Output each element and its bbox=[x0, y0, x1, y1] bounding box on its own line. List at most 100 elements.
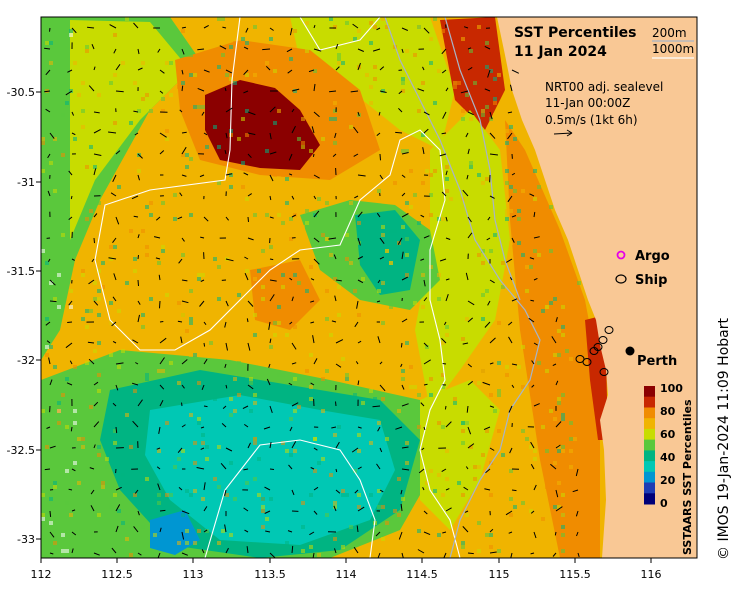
sst-pixel bbox=[97, 389, 101, 393]
sst-pixel bbox=[185, 349, 189, 353]
current-vector bbox=[243, 468, 249, 471]
current-vector bbox=[93, 66, 96, 71]
current-vector bbox=[442, 363, 447, 365]
sst-pixel bbox=[229, 77, 233, 81]
sst-pixel bbox=[357, 505, 361, 509]
sst-pixel bbox=[181, 81, 185, 85]
sst-pixel bbox=[457, 481, 461, 485]
current-vector bbox=[400, 363, 403, 368]
sst-pixel bbox=[129, 229, 133, 233]
sst-pixel bbox=[41, 169, 45, 173]
sst-pixel bbox=[377, 289, 381, 293]
sst-pixel bbox=[409, 205, 413, 209]
sst-pixel bbox=[217, 445, 221, 449]
current-vector bbox=[509, 277, 513, 281]
sst-pixel bbox=[473, 477, 477, 481]
current-vector bbox=[203, 405, 208, 408]
current-vector bbox=[201, 111, 205, 116]
sst-pixel bbox=[429, 393, 433, 397]
sst-pixel bbox=[437, 273, 441, 277]
current-vector bbox=[110, 192, 117, 197]
current-vector bbox=[288, 464, 293, 470]
current-vector bbox=[291, 545, 294, 554]
sst-pixel bbox=[405, 373, 409, 377]
sst-pixel bbox=[313, 161, 317, 165]
current-vector bbox=[287, 69, 293, 74]
sst-pixel bbox=[125, 481, 129, 485]
sst-pixel bbox=[497, 73, 501, 77]
current-vector bbox=[201, 384, 205, 390]
sst-pixel bbox=[561, 533, 565, 537]
sst-pixel bbox=[453, 397, 457, 401]
sst-pixel bbox=[149, 201, 153, 205]
sst-pixel bbox=[129, 553, 133, 557]
current-vector bbox=[112, 296, 117, 302]
sst-pixel bbox=[77, 481, 81, 485]
sst-pixel bbox=[509, 117, 513, 121]
current-vector bbox=[179, 192, 183, 197]
sst-pixel bbox=[189, 493, 193, 497]
sst-pixel bbox=[433, 169, 437, 173]
current-vector bbox=[224, 524, 227, 533]
current-vector bbox=[530, 510, 535, 514]
sst-pixel bbox=[381, 17, 385, 21]
current-vector bbox=[335, 339, 344, 344]
sst-pixel bbox=[261, 509, 265, 513]
sst-pixel bbox=[73, 61, 77, 65]
sst-pixel bbox=[441, 341, 445, 345]
current-vector bbox=[310, 382, 315, 386]
sst-pixel bbox=[305, 257, 309, 261]
current-vector bbox=[269, 216, 274, 219]
current-vector bbox=[247, 153, 252, 159]
sst-pixel bbox=[105, 457, 109, 461]
current-vector bbox=[423, 128, 429, 134]
current-vector bbox=[357, 211, 363, 218]
current-vector bbox=[376, 212, 381, 218]
y-tick-label: -32.5 bbox=[7, 444, 35, 457]
current-vector bbox=[509, 84, 513, 92]
sst-pixel bbox=[141, 77, 145, 81]
sst-pixel bbox=[193, 541, 197, 545]
sst-pixel bbox=[381, 505, 385, 509]
current-vector bbox=[247, 300, 254, 307]
sst-pixel bbox=[57, 305, 61, 309]
current-vector bbox=[44, 468, 51, 471]
sst-pixel bbox=[397, 513, 401, 517]
sst-pixel bbox=[353, 289, 357, 293]
current-vector bbox=[356, 525, 359, 533]
sst-pixel bbox=[377, 21, 381, 25]
current-vector bbox=[243, 69, 249, 76]
sst-pixel bbox=[445, 477, 449, 481]
current-vector bbox=[137, 399, 143, 407]
sst-pixel bbox=[497, 429, 501, 433]
sst-pixel bbox=[301, 141, 305, 145]
sst-pixel bbox=[101, 369, 105, 373]
sst-pixel bbox=[133, 493, 137, 497]
current-vector bbox=[357, 48, 364, 52]
sst-pixel bbox=[485, 289, 489, 293]
sst-pixel bbox=[477, 521, 481, 525]
current-vector bbox=[291, 88, 300, 92]
current-vector bbox=[530, 299, 535, 302]
sst-pixel bbox=[245, 481, 249, 485]
current-vector bbox=[511, 298, 518, 302]
sst-pixel bbox=[93, 281, 97, 285]
sst-pixel bbox=[253, 441, 257, 445]
sst-pixel bbox=[241, 377, 245, 381]
current-vector bbox=[269, 442, 272, 449]
current-vector bbox=[489, 195, 495, 199]
sst-pixel bbox=[485, 413, 489, 417]
current-vector bbox=[225, 258, 234, 262]
sst-pixel bbox=[405, 461, 409, 465]
sst-pixel bbox=[417, 425, 421, 429]
sst-pixel bbox=[569, 437, 573, 441]
sst-pixel bbox=[533, 169, 537, 173]
sst-pixel bbox=[369, 389, 373, 393]
current-vector bbox=[443, 321, 447, 326]
current-vector bbox=[511, 237, 515, 243]
current-vector bbox=[115, 90, 124, 93]
sst-pixel bbox=[309, 397, 313, 401]
current-vector bbox=[441, 132, 447, 135]
sst-pixel bbox=[233, 81, 237, 85]
